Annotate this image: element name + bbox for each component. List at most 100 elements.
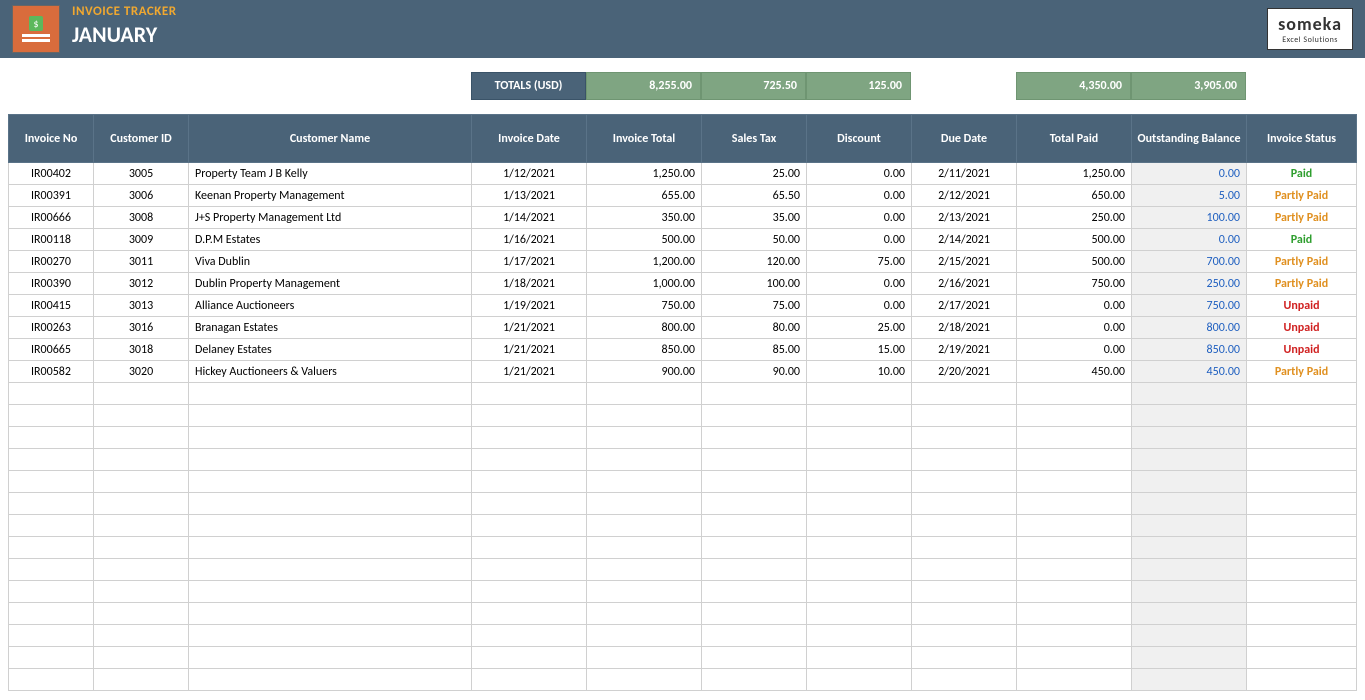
cell-empty[interactable] — [1247, 405, 1357, 427]
cell-due_date[interactable]: 2/12/2021 — [912, 185, 1017, 207]
cell-empty[interactable] — [9, 405, 94, 427]
cell-discount[interactable]: 75.00 — [807, 251, 912, 273]
column-header[interactable]: Outstanding Balance — [1132, 115, 1247, 163]
cell-empty[interactable] — [807, 471, 912, 493]
cell-empty[interactable] — [912, 515, 1017, 537]
cell-invoice_date[interactable]: 1/18/2021 — [472, 273, 587, 295]
cell-invoice_total[interactable]: 1,000.00 — [587, 273, 702, 295]
cell-discount[interactable]: 0.00 — [807, 295, 912, 317]
cell-empty[interactable] — [912, 581, 1017, 603]
cell-sales_tax[interactable]: 120.00 — [702, 251, 807, 273]
cell-empty[interactable] — [702, 603, 807, 625]
cell-empty[interactable] — [587, 581, 702, 603]
cell-empty[interactable] — [1132, 625, 1247, 647]
cell-empty[interactable] — [702, 559, 807, 581]
cell-empty[interactable] — [1247, 625, 1357, 647]
cell-empty[interactable] — [472, 669, 587, 691]
cell-empty[interactable] — [702, 669, 807, 691]
cell-empty[interactable] — [702, 515, 807, 537]
cell-empty[interactable] — [9, 493, 94, 515]
cell-empty[interactable] — [912, 383, 1017, 405]
cell-empty[interactable] — [1247, 383, 1357, 405]
cell-empty[interactable] — [1017, 647, 1132, 669]
table-row[interactable]: IR002703011Viva Dublin1/17/20211,200.001… — [9, 251, 1357, 273]
cell-empty[interactable] — [587, 537, 702, 559]
cell-sales_tax[interactable]: 85.00 — [702, 339, 807, 361]
cell-empty[interactable] — [807, 603, 912, 625]
cell-empty[interactable] — [807, 581, 912, 603]
cell-customer_id[interactable]: 3013 — [94, 295, 189, 317]
cell-empty[interactable] — [912, 647, 1017, 669]
table-row-empty[interactable] — [9, 669, 1357, 691]
cell-customer_id[interactable]: 3018 — [94, 339, 189, 361]
cell-empty[interactable] — [9, 603, 94, 625]
table-row-empty[interactable] — [9, 603, 1357, 625]
cell-empty[interactable] — [94, 493, 189, 515]
cell-empty[interactable] — [94, 537, 189, 559]
cell-empty[interactable] — [1132, 427, 1247, 449]
cell-empty[interactable] — [9, 647, 94, 669]
cell-empty[interactable] — [1247, 515, 1357, 537]
cell-total_paid[interactable]: 0.00 — [1017, 339, 1132, 361]
cell-empty[interactable] — [189, 581, 472, 603]
cell-due_date[interactable]: 2/17/2021 — [912, 295, 1017, 317]
cell-empty[interactable] — [1017, 537, 1132, 559]
cell-discount[interactable]: 0.00 — [807, 207, 912, 229]
cell-empty[interactable] — [94, 625, 189, 647]
cell-empty[interactable] — [1132, 405, 1247, 427]
cell-empty[interactable] — [189, 471, 472, 493]
cell-empty[interactable] — [94, 581, 189, 603]
cell-empty[interactable] — [587, 647, 702, 669]
cell-invoice_total[interactable]: 1,200.00 — [587, 251, 702, 273]
cell-empty[interactable] — [9, 427, 94, 449]
cell-empty[interactable] — [702, 471, 807, 493]
cell-invoice_total[interactable]: 500.00 — [587, 229, 702, 251]
cell-sales_tax[interactable]: 80.00 — [702, 317, 807, 339]
cell-empty[interactable] — [912, 427, 1017, 449]
cell-empty[interactable] — [94, 647, 189, 669]
cell-invoice_date[interactable]: 1/21/2021 — [472, 361, 587, 383]
cell-empty[interactable] — [94, 383, 189, 405]
cell-status[interactable]: Paid — [1247, 163, 1357, 185]
cell-empty[interactable] — [912, 669, 1017, 691]
cell-empty[interactable] — [807, 625, 912, 647]
cell-empty[interactable] — [587, 669, 702, 691]
cell-total_paid[interactable]: 250.00 — [1017, 207, 1132, 229]
cell-invoice_total[interactable]: 350.00 — [587, 207, 702, 229]
cell-empty[interactable] — [472, 603, 587, 625]
cell-empty[interactable] — [472, 427, 587, 449]
cell-invoice_date[interactable]: 1/21/2021 — [472, 339, 587, 361]
cell-empty[interactable] — [472, 449, 587, 471]
cell-empty[interactable] — [912, 493, 1017, 515]
cell-empty[interactable] — [702, 625, 807, 647]
cell-invoice_total[interactable]: 800.00 — [587, 317, 702, 339]
cell-empty[interactable] — [472, 581, 587, 603]
cell-customer_id[interactable]: 3012 — [94, 273, 189, 295]
cell-empty[interactable] — [189, 669, 472, 691]
cell-empty[interactable] — [189, 537, 472, 559]
cell-total_paid[interactable]: 1,250.00 — [1017, 163, 1132, 185]
cell-empty[interactable] — [1247, 449, 1357, 471]
cell-empty[interactable] — [1017, 427, 1132, 449]
cell-empty[interactable] — [587, 493, 702, 515]
cell-invoice_no[interactable]: IR00270 — [9, 251, 94, 273]
cell-empty[interactable] — [1247, 493, 1357, 515]
cell-empty[interactable] — [472, 471, 587, 493]
cell-empty[interactable] — [702, 449, 807, 471]
cell-outstanding[interactable]: 100.00 — [1132, 207, 1247, 229]
cell-discount[interactable]: 0.00 — [807, 185, 912, 207]
cell-empty[interactable] — [94, 603, 189, 625]
cell-customer_name[interactable]: Branagan Estates — [189, 317, 472, 339]
cell-customer_name[interactable]: Property Team J B Kelly — [189, 163, 472, 185]
column-header[interactable]: Total Paid — [1017, 115, 1132, 163]
cell-invoice_date[interactable]: 1/13/2021 — [472, 185, 587, 207]
cell-status[interactable]: Unpaid — [1247, 295, 1357, 317]
cell-empty[interactable] — [1017, 383, 1132, 405]
cell-total_paid[interactable]: 650.00 — [1017, 185, 1132, 207]
cell-invoice_no[interactable]: IR00391 — [9, 185, 94, 207]
cell-total_paid[interactable]: 0.00 — [1017, 295, 1132, 317]
table-row-empty[interactable] — [9, 449, 1357, 471]
cell-empty[interactable] — [587, 471, 702, 493]
cell-empty[interactable] — [94, 471, 189, 493]
cell-discount[interactable]: 10.00 — [807, 361, 912, 383]
